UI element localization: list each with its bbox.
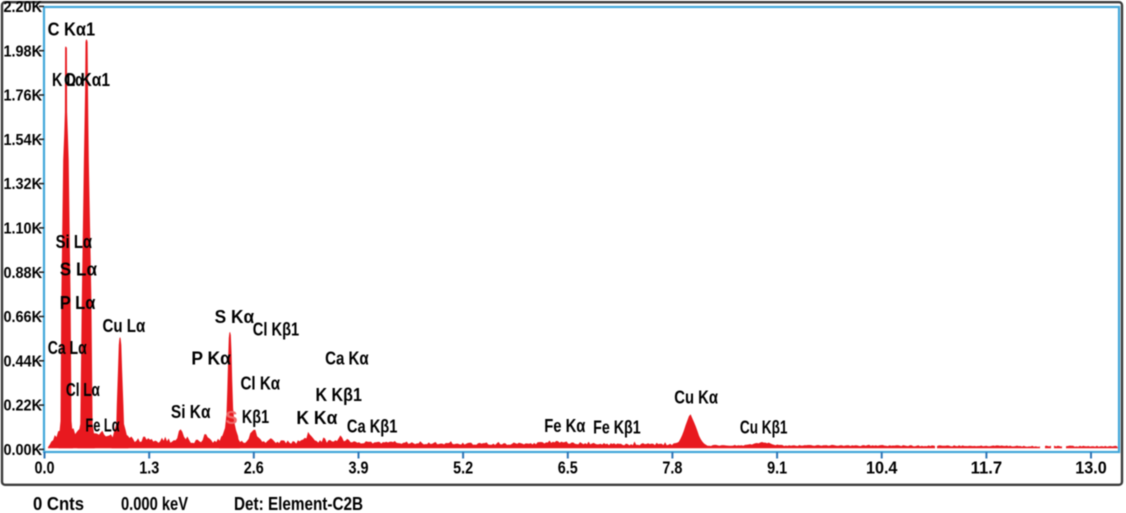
svg-text:0.44K: 0.44K xyxy=(4,353,43,370)
svg-text:Cu Kβ1: Cu Kβ1 xyxy=(740,417,788,437)
svg-text:Ca Kβ1: Ca Kβ1 xyxy=(347,417,398,437)
svg-text:S Kα: S Kα xyxy=(215,307,255,327)
svg-text:7.8: 7.8 xyxy=(662,458,682,478)
svg-text:P Kα: P Kα xyxy=(191,349,231,369)
svg-text:2.6: 2.6 xyxy=(244,458,264,478)
svg-text:Cl Lα: Cl Lα xyxy=(66,380,100,400)
svg-text:1.98K: 1.98K xyxy=(4,43,43,60)
svg-text:Si Lα: Si Lα xyxy=(56,232,93,252)
svg-text:Cl Kβ1: Cl Kβ1 xyxy=(253,320,299,340)
svg-text:Fe Kβ1: Fe Kβ1 xyxy=(593,417,641,437)
svg-text:O Kα1: O Kα1 xyxy=(64,70,110,90)
svg-text:0 Cnts: 0 Cnts xyxy=(33,494,84,513)
svg-text:K Kβ1: K Kβ1 xyxy=(316,385,362,405)
svg-text:Cu Lα: Cu Lα xyxy=(103,316,146,336)
svg-text:0.000 keV: 0.000 keV xyxy=(121,494,188,513)
svg-text:S: S xyxy=(226,408,238,428)
svg-text:9.1: 9.1 xyxy=(767,458,787,478)
svg-text:Kβ1: Kβ1 xyxy=(242,407,269,427)
svg-text:6.5: 6.5 xyxy=(558,458,578,478)
svg-text:2.20K: 2.20K xyxy=(4,0,43,16)
svg-text:Fe Kα: Fe Kα xyxy=(544,416,585,436)
svg-text:C Kα1: C Kα1 xyxy=(48,20,96,40)
svg-text:Ca Kα: Ca Kα xyxy=(325,349,369,369)
svg-text:1.76K: 1.76K xyxy=(4,88,43,105)
svg-text:K Kα: K Kα xyxy=(296,408,337,428)
svg-text:Cl Kα: Cl Kα xyxy=(241,374,281,394)
svg-text:1.10K: 1.10K xyxy=(4,221,43,238)
svg-text:Si Kα: Si Kα xyxy=(171,402,211,422)
svg-text:10.4: 10.4 xyxy=(866,458,898,478)
svg-text:1.32K: 1.32K xyxy=(4,176,43,193)
svg-text:Fe Lα: Fe Lα xyxy=(85,416,119,436)
svg-text:0.88K: 0.88K xyxy=(4,265,43,282)
svg-text:3.9: 3.9 xyxy=(349,458,369,478)
svg-text:1.54K: 1.54K xyxy=(4,132,43,149)
svg-text:0.00K: 0.00K xyxy=(4,442,43,459)
svg-text:1.3: 1.3 xyxy=(139,458,159,478)
svg-text:Ca Lα: Ca Lα xyxy=(48,338,87,358)
svg-text:Cu Kα: Cu Kα xyxy=(674,388,718,408)
svg-text:0.66K: 0.66K xyxy=(4,309,43,326)
svg-text:K Lα: K Lα xyxy=(52,70,84,90)
svg-text:P Lα: P Lα xyxy=(60,293,96,313)
svg-text:13.0: 13.0 xyxy=(1075,458,1107,478)
svg-text:Det: Element-C2B: Det: Element-C2B xyxy=(234,494,363,513)
svg-text:0.22K: 0.22K xyxy=(4,398,43,415)
svg-text:0.0: 0.0 xyxy=(35,458,55,478)
svg-text:S Lα: S Lα xyxy=(60,260,97,280)
svg-text:5.2: 5.2 xyxy=(453,458,473,478)
svg-text:11.7: 11.7 xyxy=(971,458,1003,478)
